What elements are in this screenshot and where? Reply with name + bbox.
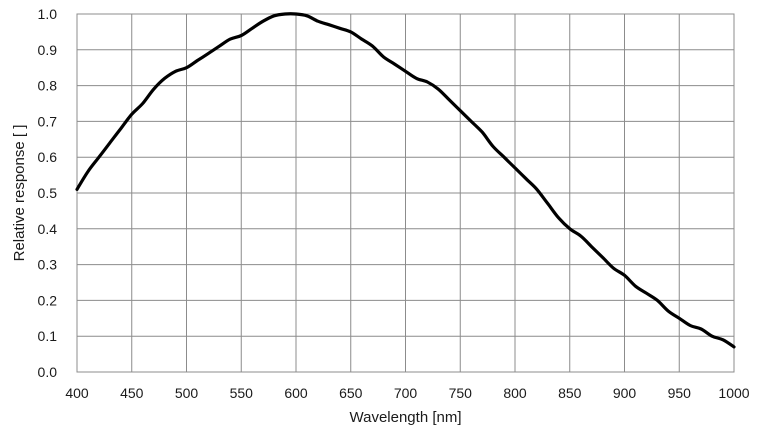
- y-tick-label: 0.6: [38, 149, 58, 165]
- x-tick-label: 550: [230, 385, 254, 401]
- x-tick-label: 450: [120, 385, 144, 401]
- x-axis-label: Wavelength [nm]: [350, 409, 462, 426]
- y-tick-label: 1.0: [38, 6, 58, 22]
- y-tick-label: 0.4: [38, 221, 58, 237]
- y-axis-tick-labels: 0.0 0.1 0.2 0.3 0.4 0.5 0.6 0.7 0.8 0.9 1.0: [38, 6, 58, 380]
- x-tick-label: 650: [339, 385, 363, 401]
- x-tick-label: 900: [613, 385, 637, 401]
- y-tick-label: 0.0: [38, 364, 58, 380]
- y-axis-label: Relative response [ ]: [11, 125, 28, 262]
- x-axis-tick-labels: 400 450 500 550 600 650 700 750 800 850 900 950 1000: [65, 385, 749, 401]
- y-tick-label: 0.9: [38, 42, 58, 58]
- y-tick-label: 0.2: [38, 292, 58, 308]
- y-tick-label: 0.1: [38, 328, 58, 344]
- response-curve: [75, 12, 736, 349]
- plot-frame: [76, 13, 735, 373]
- x-tick-label: 700: [394, 385, 418, 401]
- x-tick-label: 950: [668, 385, 692, 401]
- x-tick-label: 800: [503, 385, 527, 401]
- y-tick-label: 0.5: [38, 185, 58, 201]
- x-tick-label: 850: [558, 385, 582, 401]
- y-tick-label: 0.8: [38, 78, 58, 94]
- y-tick-label: 0.7: [38, 113, 58, 129]
- x-tick-label: 500: [175, 385, 199, 401]
- x-tick-label: 1000: [718, 385, 749, 401]
- y-tick-label: 0.3: [38, 257, 58, 273]
- x-tick-label: 400: [65, 385, 89, 401]
- x-tick-label: 600: [284, 385, 308, 401]
- grid: [76, 13, 735, 373]
- x-tick-label: 750: [449, 385, 473, 401]
